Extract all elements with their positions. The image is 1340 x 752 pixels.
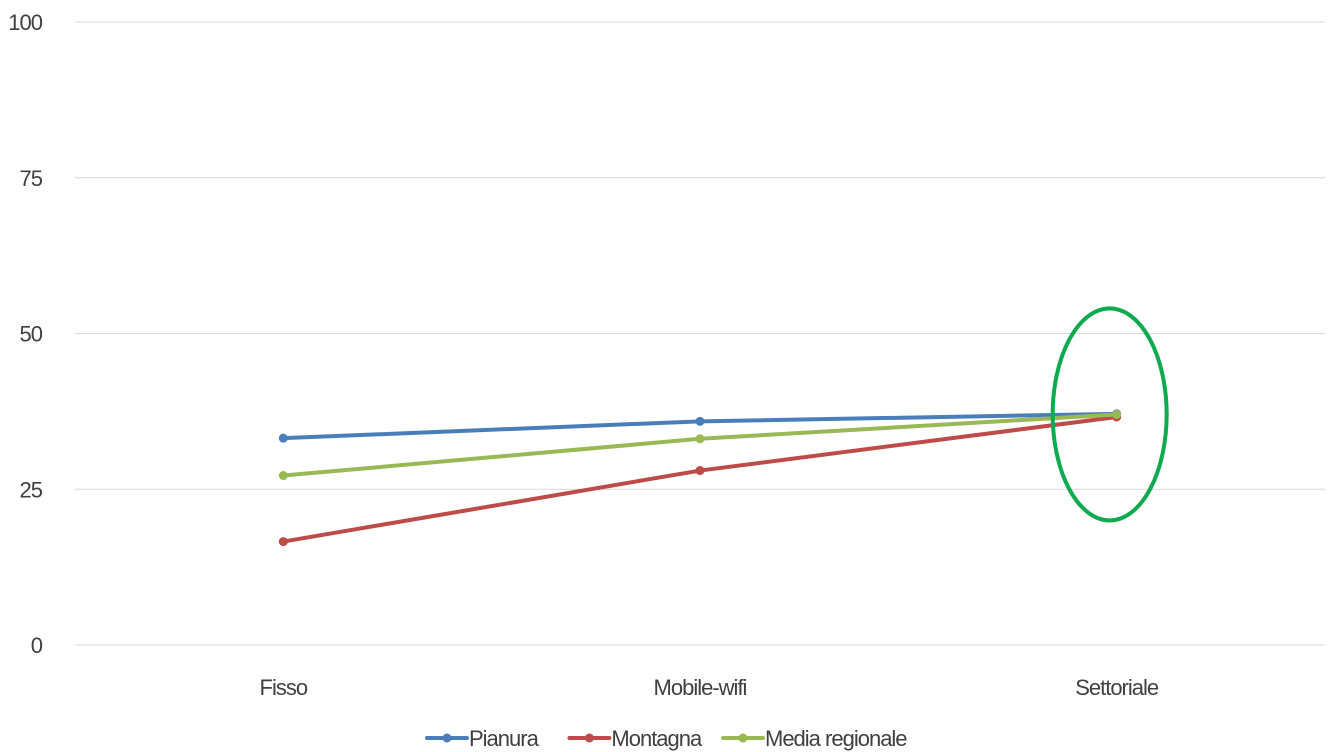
data-point (278, 537, 288, 547)
legend-swatch-marker (584, 733, 594, 743)
legend-label: Pianura (469, 726, 540, 751)
series-montagna (278, 412, 1122, 547)
legend-label: Media regionale (765, 726, 907, 751)
x-tick-label: Fisso (260, 675, 308, 700)
y-tick-label: 50 (20, 322, 43, 347)
data-point (695, 434, 705, 444)
y-tick-label: 75 (20, 166, 43, 191)
x-tick-label: Settoriale (1075, 675, 1159, 700)
data-point (695, 416, 705, 426)
series-lines (278, 409, 1122, 547)
x-tick-label: Mobile-wifi (654, 675, 747, 700)
gridlines (75, 21, 1325, 646)
data-point (695, 466, 705, 476)
legend-item: Montagna (567, 726, 704, 751)
legend-label: Montagna (611, 726, 703, 751)
legend-item: Media regionale (721, 726, 908, 751)
y-tick-label: 25 (20, 477, 43, 502)
legend-item: Pianura (425, 726, 541, 751)
x-axis-ticks: Fisso Mobile-wifi Settoriale (260, 675, 1160, 700)
series-media-regionale (278, 409, 1122, 481)
data-point (278, 471, 288, 481)
y-tick-label: 0 (31, 633, 43, 658)
y-tick-label: 100 (8, 10, 42, 35)
data-point (278, 433, 288, 443)
y-axis-ticks: 0 25 50 75 100 (8, 10, 43, 658)
legend: Pianura Montagna Media regionale (425, 726, 908, 751)
data-point (1112, 409, 1122, 419)
legend-swatch-marker (738, 733, 748, 743)
annotations (1050, 306, 1169, 523)
legend-swatch-marker (442, 733, 452, 743)
highlight-ellipse (1050, 306, 1169, 523)
